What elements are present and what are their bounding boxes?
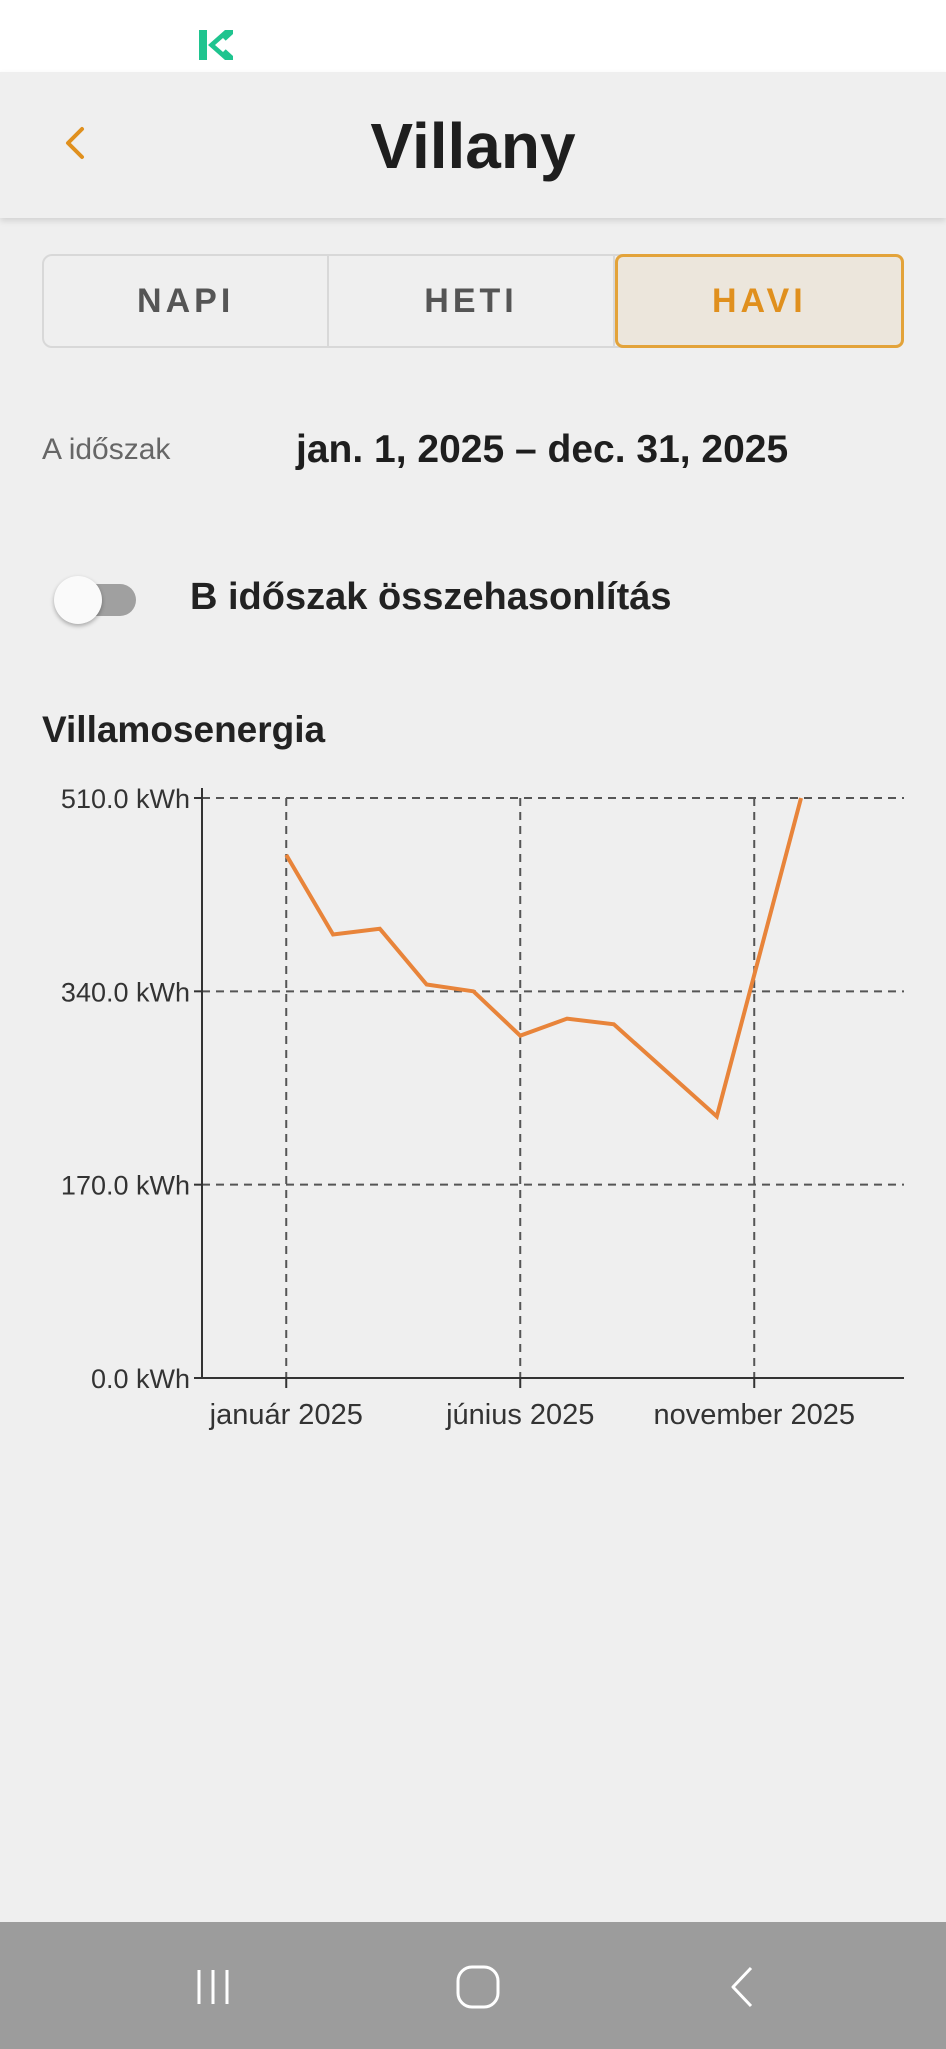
back-button[interactable]: [52, 118, 96, 168]
app-header: [0, 72, 946, 218]
series-line: [284, 797, 803, 1121]
x-tick-label: november 2025: [653, 1399, 855, 1431]
compare-label: B időszak összehasonlítás: [190, 576, 672, 618]
tab-napi[interactable]: NAPI: [44, 256, 330, 346]
chevron-left-icon: [66, 127, 84, 159]
period-tabs: NAPI HETI HAVI: [42, 254, 904, 348]
page-title: Villany: [370, 110, 576, 182]
chart-title: Villamosenergia: [42, 709, 326, 750]
y-tick-label: 510.0 kWh: [61, 784, 190, 814]
home-icon: [456, 1965, 500, 2009]
recent-apps-button[interactable]: [178, 1952, 248, 2022]
x-tick-label: január 2025: [209, 1399, 363, 1431]
y-tick-label: 170.0 kWh: [61, 1171, 190, 1201]
status-bar: [0, 0, 946, 72]
period-a-label: A időszak: [42, 433, 171, 466]
toggle-knob: [54, 576, 102, 624]
home-button[interactable]: [443, 1952, 513, 2022]
period-a-range[interactable]: jan. 1, 2025 – dec. 31, 2025: [296, 428, 789, 471]
system-nav-bar: [0, 1922, 946, 2049]
energy-line-chart: 0.0 kWh 170.0 kWh 340.0 kWh 510.0 kWh január…: [61, 784, 904, 1431]
tab-havi[interactable]: HAVI: [614, 254, 904, 348]
compare-toggle[interactable]: [52, 570, 140, 624]
k-logo-icon: [199, 30, 233, 60]
back-icon: [731, 1966, 753, 2008]
x-tick-label: június 2025: [445, 1399, 594, 1431]
y-tick-label: 340.0 kWh: [61, 977, 190, 1007]
recent-apps-icon: [197, 1970, 229, 2004]
system-back-button[interactable]: [707, 1952, 777, 2022]
tab-heti[interactable]: HETI: [329, 256, 615, 346]
y-tick-label: 0.0 kWh: [91, 1364, 190, 1394]
